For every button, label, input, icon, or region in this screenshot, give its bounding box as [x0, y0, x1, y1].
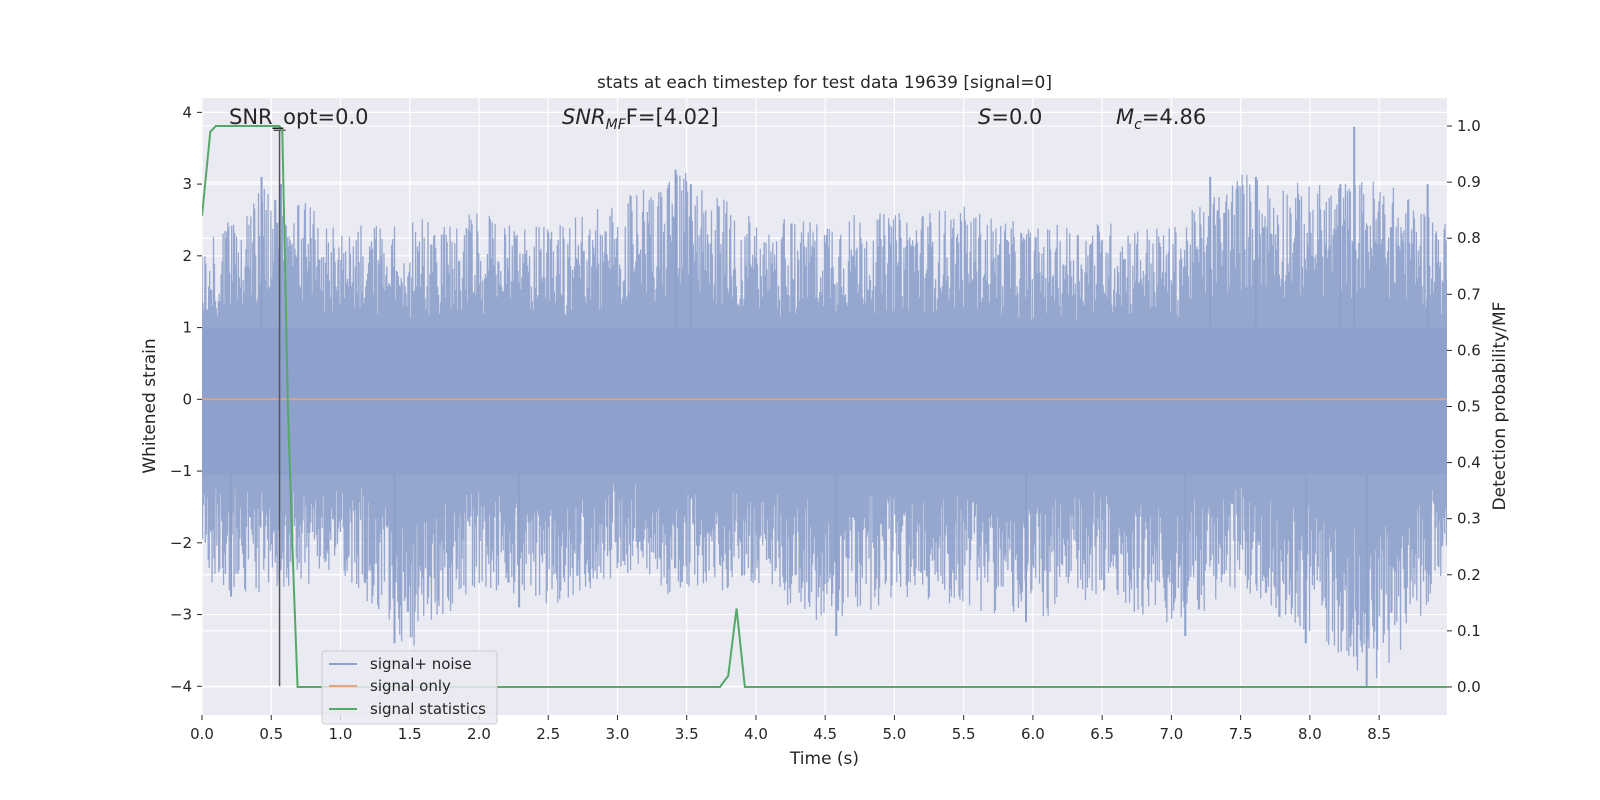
x-tick-label: 0.0: [190, 725, 214, 743]
legend-label-signal-noise: signal+ noise: [370, 655, 472, 673]
y-tick-label: 2: [182, 247, 192, 265]
y2-tick-label: 0.3: [1457, 510, 1481, 528]
data-layer: [202, 125, 1447, 688]
y-tick-label: 1: [182, 319, 192, 337]
x-tick-label: 3.5: [675, 725, 699, 743]
y-tick-label: 4: [182, 103, 192, 121]
x-tick-label: 7.0: [1159, 725, 1183, 743]
series-signal-noise-core: [202, 327, 1447, 475]
y-tick-label: 0: [182, 390, 192, 408]
y2-tick-label: 0.0: [1457, 678, 1481, 696]
legend-label-signal-statistics: signal statistics: [370, 700, 486, 718]
x-tick-label: 2.0: [467, 725, 491, 743]
y-tick-label: 3: [182, 175, 192, 193]
legend-label-signal-only: signal only: [370, 677, 451, 695]
y-tick-label: −3: [170, 606, 192, 624]
s-symbol: S: [978, 105, 991, 129]
y2-tick-label: 0.5: [1457, 398, 1481, 416]
y2-tick-label: 0.4: [1457, 454, 1481, 472]
y-tick-label: −4: [170, 677, 192, 695]
mc-sub: c: [1134, 117, 1142, 133]
snr-opt-value: 0.0: [335, 105, 368, 129]
y2-tick-label: 0.9: [1457, 173, 1481, 191]
annotation-mc: Mc=4.86: [1116, 105, 1206, 133]
snr-opt-prefix: SNR_opt=: [229, 105, 335, 130]
annotation-s: S=0.0: [978, 105, 1042, 129]
y2-tick-label: 0.6: [1457, 341, 1481, 359]
mc-value: =4.86: [1142, 105, 1206, 129]
snr-mf-base: SNR: [562, 105, 606, 129]
chart-title: stats at each timestep for test data 196…: [597, 73, 1052, 93]
y-tick-label: −2: [170, 534, 192, 552]
y2-axis-label: Detection probability/MF: [1490, 302, 1510, 511]
x-tick-label: 4.5: [813, 725, 837, 743]
x-tick-label: 4.0: [744, 725, 768, 743]
y2-tick-label: 0.8: [1457, 229, 1481, 247]
mc-base: M: [1116, 105, 1134, 129]
x-tick-label: 1.0: [329, 725, 353, 743]
s-value: =0.0: [991, 105, 1042, 129]
y-tick-label: −1: [170, 462, 192, 480]
legend: signal+ noise signal only signal statist…: [321, 650, 498, 725]
y2-tick-label: 1.0: [1457, 117, 1481, 135]
annotation-snr-opt: SNR_opt=0.0: [229, 105, 369, 130]
x-tick-label: 5.5: [952, 725, 976, 743]
x-tick-label: 1.5: [398, 725, 422, 743]
snr-mf-rest: F=[4.02]: [626, 105, 719, 129]
x-axis-label: Time (s): [789, 749, 859, 769]
y2-tick-label: 0.1: [1457, 622, 1481, 640]
x-tick-label: 0.5: [259, 725, 283, 743]
annotation-snr-mf: SNRMFF=[4.02]: [562, 105, 719, 133]
x-tick-label: 7.5: [1229, 725, 1253, 743]
x-tick-label: 6.5: [1090, 725, 1114, 743]
y-axis-label: Whitened strain: [140, 338, 160, 473]
x-tick-label: 8.5: [1367, 725, 1391, 743]
x-tick-label: 8.0: [1298, 725, 1322, 743]
x-tick-label: 5.0: [883, 725, 907, 743]
x-tick-label: 6.0: [1021, 725, 1045, 743]
y2-tick-label: 0.7: [1457, 285, 1481, 303]
snr-mf-sub: MF: [606, 117, 627, 133]
x-tick-label: 3.0: [606, 725, 630, 743]
legend-box: [321, 650, 498, 725]
ticks: 0.0 0.5 1.0 1.5 2.0 2.5 3.0 3.5 4.0 4.5 5.0 5.5 6.0 6…: [170, 103, 1481, 743]
x-tick-label: 2.5: [536, 725, 560, 743]
series-signal-statistics: [202, 125, 1447, 688]
y2-tick-label: 0.2: [1457, 566, 1481, 584]
